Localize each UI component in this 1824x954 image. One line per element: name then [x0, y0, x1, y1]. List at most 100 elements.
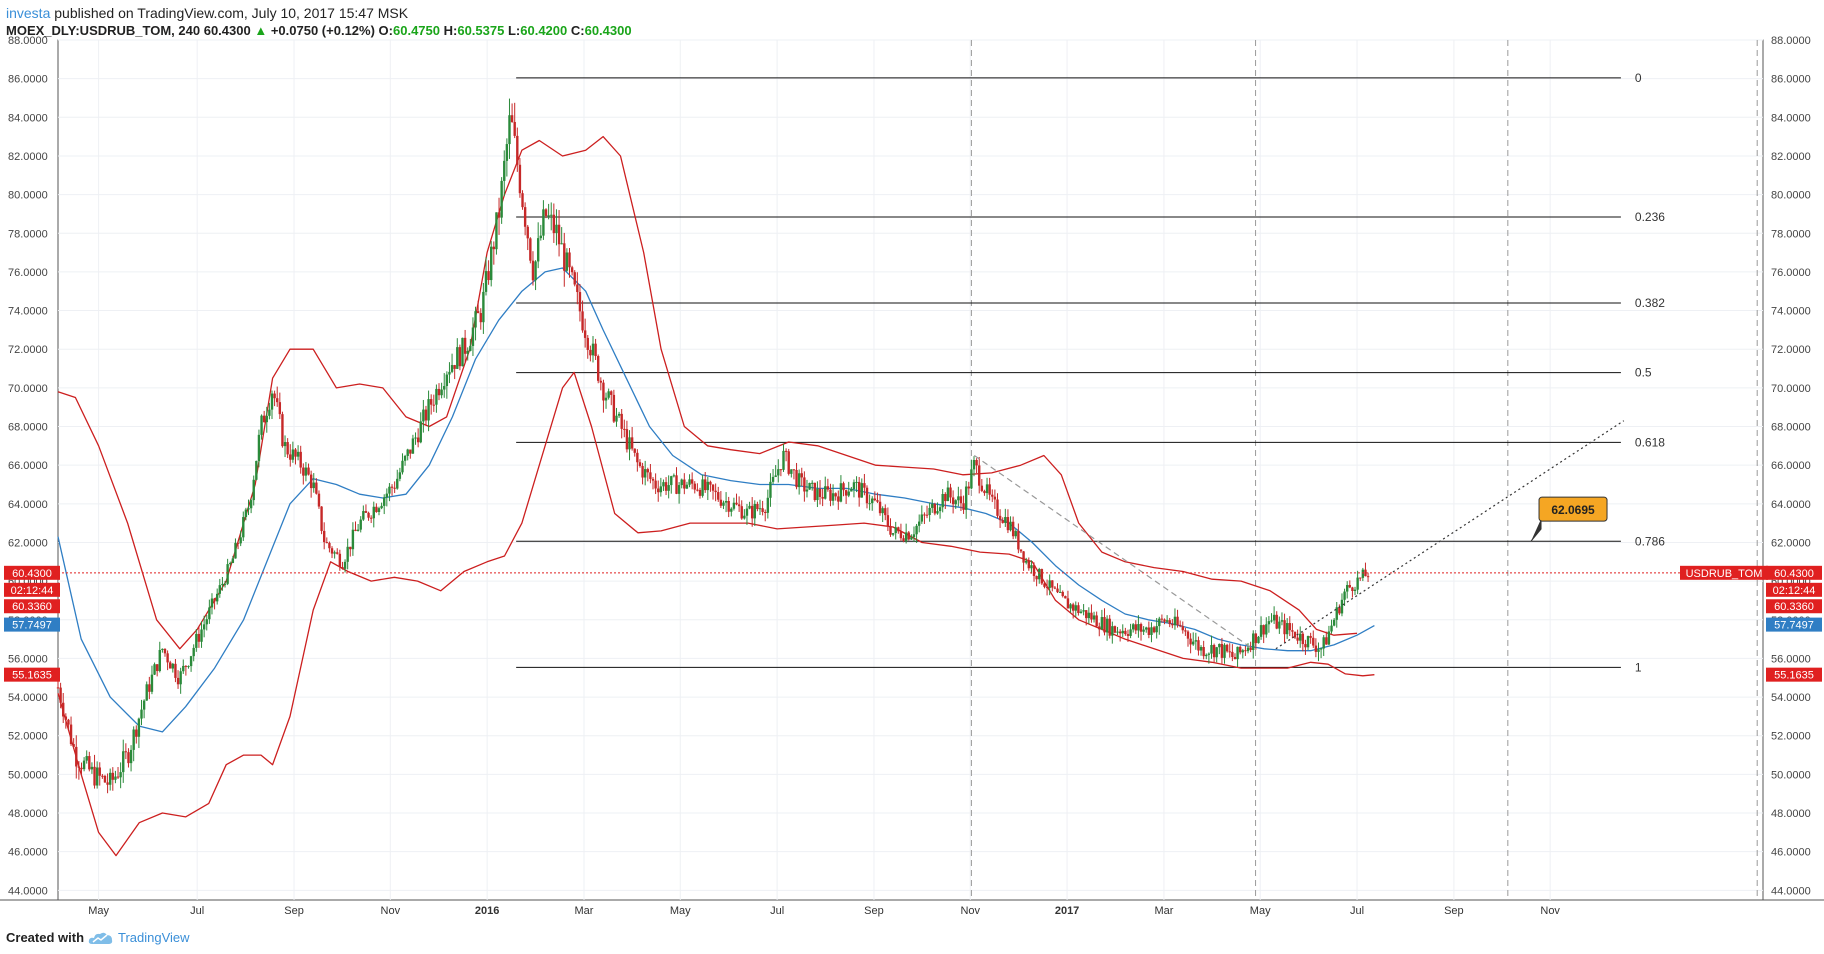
candle-down[interactable] — [526, 226, 529, 239]
candle-down[interactable] — [711, 484, 715, 491]
candle-down[interactable] — [1228, 651, 1231, 653]
candle-down[interactable] — [651, 478, 655, 481]
candle-down[interactable] — [599, 380, 603, 383]
author-link[interactable]: investa — [6, 5, 51, 21]
candle-up[interactable] — [1009, 521, 1012, 531]
candle-up[interactable] — [1137, 624, 1140, 631]
candle-down[interactable] — [299, 451, 302, 468]
candle-up[interactable] — [811, 482, 814, 484]
candle-up[interactable] — [1155, 626, 1158, 633]
candle-up[interactable] — [816, 488, 819, 501]
candle-up[interactable] — [351, 529, 355, 550]
candle-down[interactable] — [367, 512, 370, 518]
candle-up[interactable] — [536, 238, 540, 262]
candle-down[interactable] — [800, 473, 803, 478]
candle-down[interactable] — [487, 271, 490, 281]
candle-up[interactable] — [1327, 631, 1331, 645]
candle-up[interactable] — [85, 756, 88, 761]
candle-up[interactable] — [972, 459, 976, 470]
candle-up[interactable] — [938, 507, 942, 512]
candle-down[interactable] — [1348, 585, 1351, 588]
candle-down[interactable] — [432, 404, 435, 406]
candle-up[interactable] — [1058, 591, 1062, 593]
candle-down[interactable] — [980, 485, 984, 491]
candle-down[interactable] — [597, 356, 600, 381]
candle-down[interactable] — [1126, 634, 1130, 636]
candle-up[interactable] — [82, 760, 86, 770]
candle-down[interactable] — [1325, 637, 1328, 645]
candle-up[interactable] — [628, 437, 631, 450]
candle-up[interactable] — [1087, 612, 1091, 619]
candle-up[interactable] — [218, 585, 222, 594]
candle-up[interactable] — [1218, 643, 1221, 648]
candle-up[interactable] — [362, 511, 365, 520]
candle-down[interactable] — [654, 480, 657, 489]
candle-up[interactable] — [617, 413, 621, 416]
candle-up[interactable] — [137, 718, 141, 737]
candle-up[interactable] — [724, 500, 728, 503]
candle-up[interactable] — [1343, 591, 1346, 600]
candle-up[interactable] — [505, 144, 509, 161]
candle-down[interactable] — [1045, 586, 1049, 588]
candle-down[interactable] — [1053, 587, 1057, 589]
candle-up[interactable] — [234, 542, 237, 559]
candle-up[interactable] — [808, 482, 811, 490]
candle-down[interactable] — [552, 214, 556, 234]
candle-down[interactable] — [1027, 560, 1031, 569]
candle-down[interactable] — [163, 648, 167, 654]
candle-down[interactable] — [719, 499, 723, 506]
candle-up[interactable] — [187, 666, 190, 668]
candle-down[interactable] — [633, 448, 636, 453]
candle-up[interactable] — [931, 503, 934, 508]
candle-up[interactable] — [1165, 620, 1169, 622]
candle-down[interactable] — [1212, 644, 1216, 658]
candle-down[interactable] — [1275, 614, 1278, 629]
candle-down[interactable] — [1066, 598, 1070, 609]
candle-up[interactable] — [1207, 653, 1211, 655]
candle-up[interactable] — [860, 483, 863, 498]
candle-up[interactable] — [422, 409, 425, 422]
candle-down[interactable] — [176, 677, 180, 685]
candle-up[interactable] — [560, 243, 563, 245]
candle-down[interactable] — [166, 653, 169, 663]
candle-down[interactable] — [1293, 631, 1297, 638]
candle-up[interactable] — [831, 493, 835, 501]
candle-down[interactable] — [834, 493, 837, 497]
candle-up[interactable] — [1079, 611, 1083, 614]
candle-up[interactable] — [1259, 625, 1263, 637]
candle-up[interactable] — [1215, 647, 1218, 658]
candle-up[interactable] — [158, 649, 161, 672]
candle-up[interactable] — [208, 607, 211, 620]
candle-up[interactable] — [403, 455, 407, 461]
candle-down[interactable] — [336, 552, 339, 554]
candle-down[interactable] — [1178, 624, 1182, 627]
candle-down[interactable] — [64, 716, 68, 720]
candle-down[interactable] — [476, 311, 480, 314]
candle-up[interactable] — [122, 751, 125, 773]
candle-up[interactable] — [706, 481, 710, 491]
candle-down[interactable] — [944, 494, 947, 502]
candle-up[interactable] — [797, 473, 801, 488]
candle-down[interactable] — [1202, 646, 1205, 657]
candle-down[interactable] — [583, 330, 587, 338]
candle-down[interactable] — [951, 497, 955, 505]
candle-up[interactable] — [1194, 640, 1198, 642]
candle-down[interactable] — [338, 553, 342, 568]
candle-up[interactable] — [745, 508, 749, 516]
candle-down[interactable] — [1186, 631, 1190, 639]
candle-up[interactable] — [852, 482, 856, 490]
candle-up[interactable] — [936, 511, 939, 514]
candle-down[interactable] — [302, 467, 305, 476]
candle-up[interactable] — [388, 486, 391, 494]
candle-up[interactable] — [1074, 605, 1077, 611]
candle-down[interactable] — [111, 772, 115, 780]
candle-down[interactable] — [714, 490, 717, 493]
candle-down[interactable] — [330, 548, 334, 554]
candle-up[interactable] — [670, 476, 673, 486]
candle-down[interactable] — [1147, 627, 1151, 635]
candle-down[interactable] — [693, 483, 696, 490]
candle-up[interactable] — [445, 374, 449, 387]
candle-up[interactable] — [380, 505, 383, 509]
candle-up[interactable] — [1299, 633, 1302, 641]
candle-down[interactable] — [1022, 551, 1025, 563]
